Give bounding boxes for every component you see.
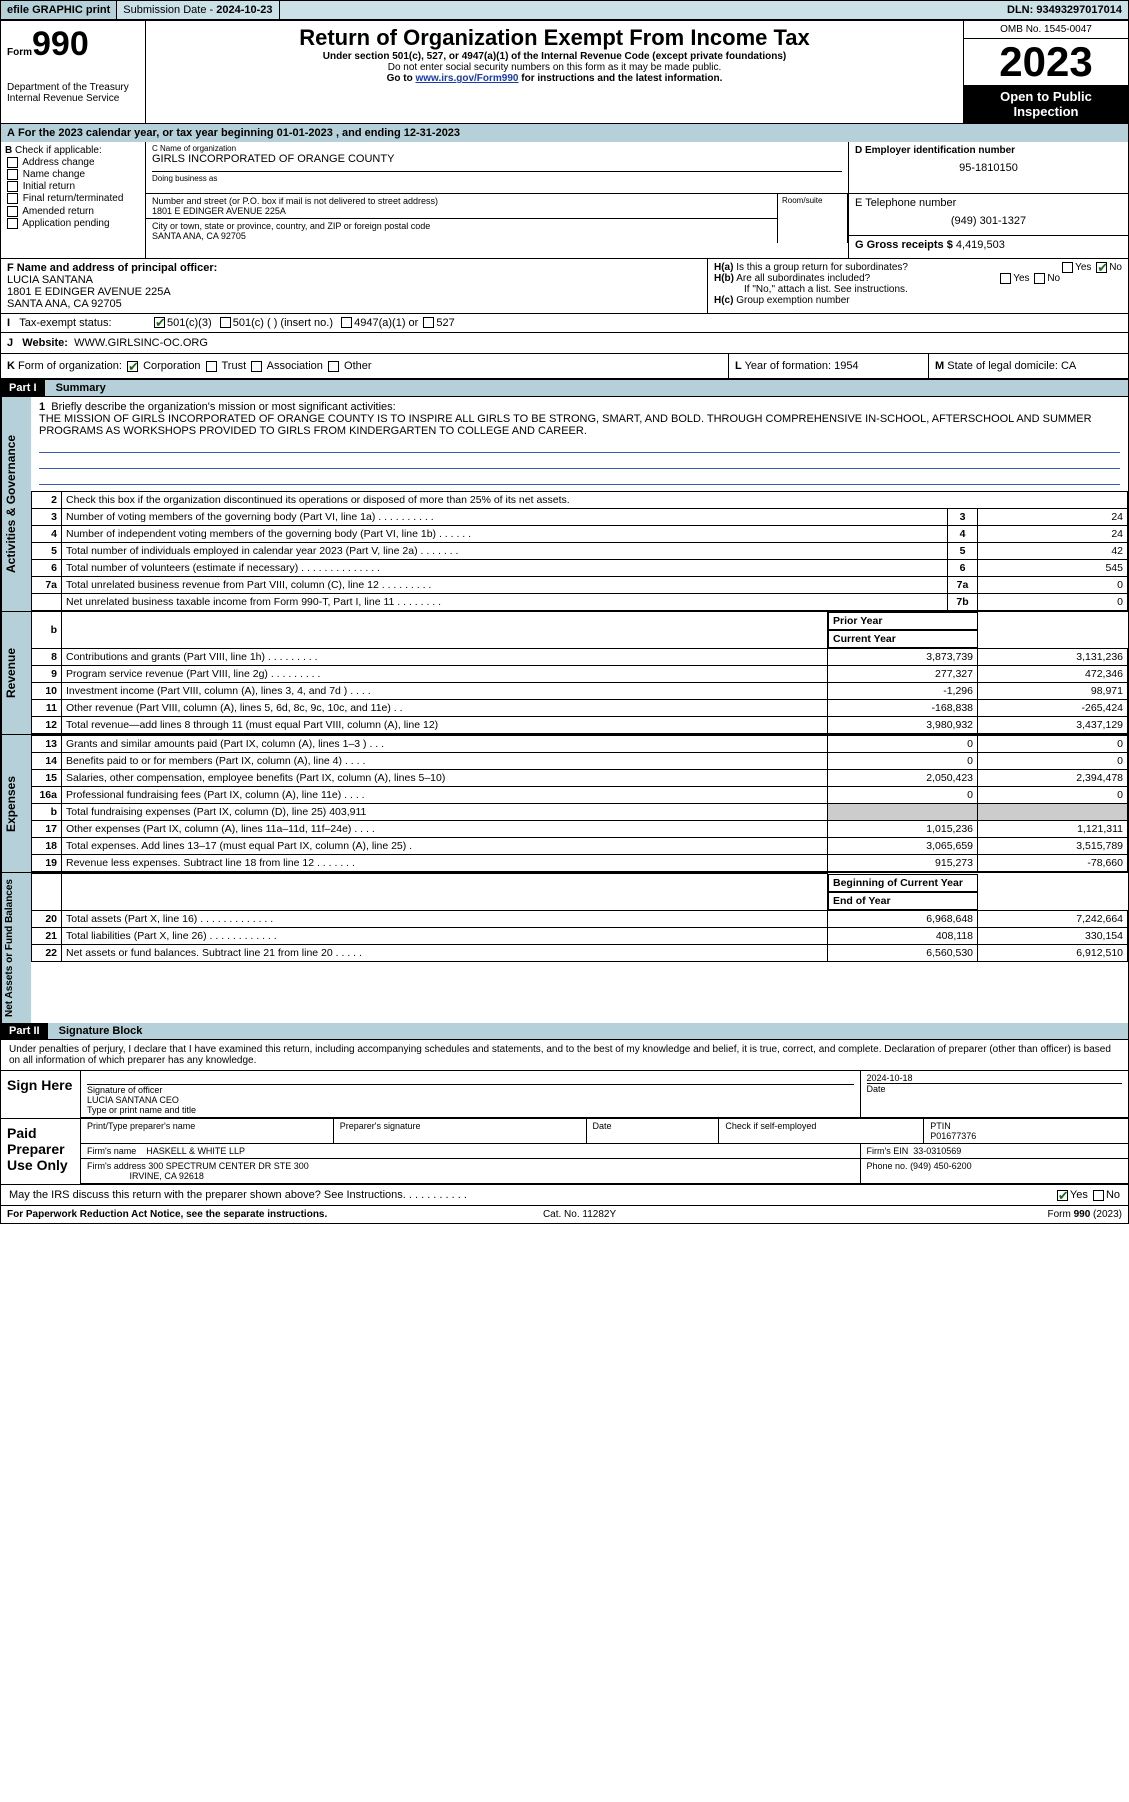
firm-phone: Phone no. (949) 450-6200 <box>861 1159 1129 1183</box>
ptin: PTINP01677376 <box>924 1119 1128 1143</box>
check-initial[interactable] <box>7 181 18 192</box>
website-row: J Website: WWW.GIRLSINC-OC.ORG <box>1 333 1128 354</box>
expenses-table: 13Grants and similar amounts paid (Part … <box>31 735 1128 872</box>
dln: DLN: 93493297017014 <box>1001 1 1128 19</box>
perjury-declaration: Under penalties of perjury, I declare th… <box>1 1040 1128 1070</box>
check-name[interactable] <box>7 169 18 180</box>
vtab-governance: Activities & Governance <box>1 397 31 611</box>
form-title: Return of Organization Exempt From Incom… <box>152 25 957 51</box>
part2-header: Part II Signature Block <box>1 1023 1128 1040</box>
check-501c3[interactable] <box>154 317 165 328</box>
efile-label[interactable]: efile GRAPHIC print <box>1 1 117 19</box>
discuss-row: May the IRS discuss this return with the… <box>1 1184 1128 1205</box>
sign-here-label: Sign Here <box>1 1071 81 1118</box>
gross-box: G Gross receipts $ 4,419,503 <box>848 236 1128 258</box>
form-year-box: OMB No. 1545-0047 2023 Open to Public In… <box>963 21 1128 123</box>
officer-sig: Signature of officer LUCIA SANTANA CEO T… <box>81 1071 861 1117</box>
form-990: Form990 Department of the Treasury Inter… <box>0 20 1129 1224</box>
check-pending[interactable] <box>7 218 18 229</box>
check-corp[interactable] <box>127 361 138 372</box>
check-no-group[interactable] <box>1096 262 1107 273</box>
vtab-revenue: Revenue <box>1 612 31 734</box>
governance-table: 2Check this box if the organization disc… <box>31 491 1128 611</box>
vtab-net: Net Assets or Fund Balances <box>1 873 31 1023</box>
paid-preparer-label: Paid Preparer Use Only <box>1 1119 81 1184</box>
form-title-box: Return of Organization Exempt From Incom… <box>146 21 963 123</box>
ein-box: D Employer identification number 95-1810… <box>848 142 1128 194</box>
officer-box: F Name and address of principal officer:… <box>1 259 708 313</box>
check-discuss-yes[interactable] <box>1057 1190 1068 1201</box>
firm-name: Firm's name HASKELL & WHITE LLP <box>81 1144 861 1158</box>
form-of-org: K Form of organization: Corporation Trus… <box>1 354 728 378</box>
line-a: A For the 2023 calendar year, or tax yea… <box>1 124 1128 142</box>
tel-box: E Telephone number (949) 301-1327 <box>848 194 1128 236</box>
room-box: Room/suite <box>778 194 848 243</box>
top-toolbar: efile GRAPHIC print Submission Date - 20… <box>0 0 1129 20</box>
form-id-box: Form990 Department of the Treasury Inter… <box>1 21 146 123</box>
firm-ein: Firm's EIN 33-0310569 <box>861 1144 1129 1158</box>
revenue-table: bPrior YearCurrent Year 8Contributions a… <box>31 612 1128 734</box>
group-return-box: H(a) Is this a group return for subordin… <box>708 259 1128 313</box>
submission-date: Submission Date - 2024-10-23 <box>117 1 279 19</box>
part1-header: Part I Summary <box>1 380 1128 397</box>
sig-date: 2024-10-18 Date <box>861 1071 1129 1117</box>
year-formation: L Year of formation: 1954 <box>728 354 928 378</box>
net-assets-table: Beginning of Current YearEnd of Year 20T… <box>31 873 1128 962</box>
check-address[interactable] <box>7 157 18 168</box>
city-box: City or town, state or province, country… <box>146 219 777 243</box>
check-amended[interactable] <box>7 206 18 217</box>
irs-link[interactable]: www.irs.gov/Form990 <box>415 73 518 84</box>
org-name-box: C Name of organization GIRLS INCORPORATE… <box>146 142 848 194</box>
footer: For Paperwork Reduction Act Notice, see … <box>1 1205 1128 1223</box>
tax-status: I Tax-exempt status: 501(c)(3) 501(c) ( … <box>1 314 1128 333</box>
street-box: Number and street (or P.O. box if mail i… <box>146 194 777 219</box>
check-final[interactable] <box>7 193 18 204</box>
mission-box: 1 Briefly describe the organization's mi… <box>31 397 1128 491</box>
firm-addr: Firm's address 300 SPECTRUM CENTER DR ST… <box>81 1159 861 1183</box>
vtab-expenses: Expenses <box>1 735 31 872</box>
section-b: B Check if applicable: Address change Na… <box>1 142 146 258</box>
state-domicile: M State of legal domicile: CA <box>928 354 1128 378</box>
